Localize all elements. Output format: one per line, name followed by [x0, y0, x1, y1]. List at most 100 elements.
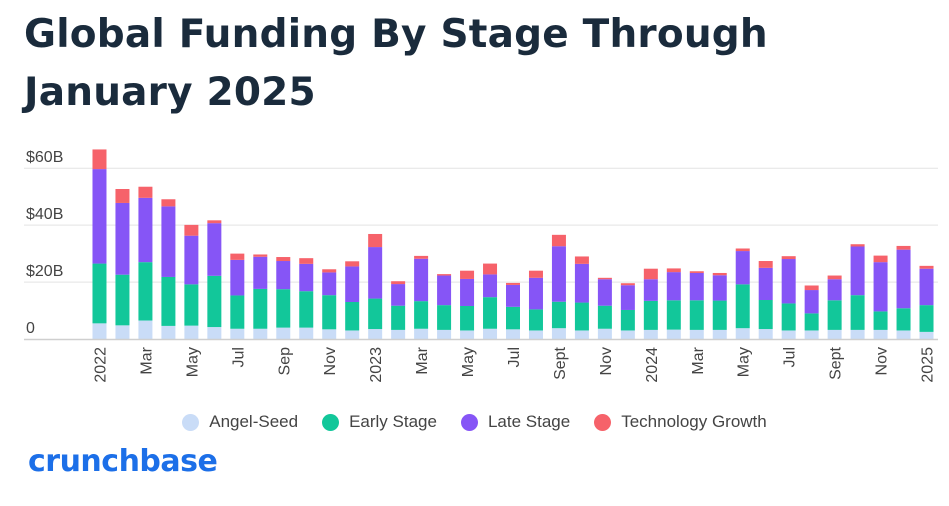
bar-segment-late-stage[interactable] [528, 277, 543, 310]
bar-segment-technology-growth[interactable] [712, 272, 727, 276]
bar-segment-early-stage[interactable] [873, 311, 888, 330]
bar-segment-early-stage[interactable] [253, 288, 268, 329]
bar-segment-early-stage[interactable] [597, 305, 612, 329]
bar-segment-angel-seed[interactable] [345, 330, 360, 339]
bar-segment-technology-growth[interactable] [138, 186, 153, 198]
bar-segment-early-stage[interactable] [528, 309, 543, 331]
bar-segment-late-stage[interactable] [804, 290, 819, 314]
bar-segment-angel-seed[interactable] [276, 327, 291, 339]
bar-segment-technology-growth[interactable] [666, 268, 681, 273]
bar-segment-angel-seed[interactable] [574, 330, 589, 339]
bar-segment-late-stage[interactable] [620, 285, 635, 310]
bar-segment-angel-seed[interactable] [322, 329, 337, 339]
bar-segment-late-stage[interactable] [253, 256, 268, 289]
bar-segment-late-stage[interactable] [735, 251, 750, 285]
bar-segment-late-stage[interactable] [850, 246, 865, 296]
bar-segment-technology-growth[interactable] [391, 281, 406, 285]
bar-segment-early-stage[interactable] [276, 289, 291, 328]
bar-segment-late-stage[interactable] [345, 266, 360, 302]
bar-segment-technology-growth[interactable] [115, 189, 130, 203]
bar-segment-early-stage[interactable] [735, 284, 750, 329]
bar-segment-late-stage[interactable] [230, 259, 245, 296]
bar-segment-angel-seed[interactable] [414, 328, 429, 339]
bar-segment-angel-seed[interactable] [597, 328, 612, 339]
bar-segment-angel-seed[interactable] [896, 330, 911, 339]
bar-segment-late-stage[interactable] [92, 169, 107, 264]
bar-segment-technology-growth[interactable] [735, 248, 750, 252]
bar-segment-early-stage[interactable] [138, 262, 153, 321]
bar-segment-early-stage[interactable] [620, 309, 635, 331]
bar-segment-early-stage[interactable] [781, 303, 796, 331]
bar-segment-angel-seed[interactable] [253, 328, 268, 339]
bar-segment-early-stage[interactable] [437, 305, 452, 330]
bar-segment-angel-seed[interactable] [804, 330, 819, 339]
bar-segment-angel-seed[interactable] [138, 320, 153, 340]
legend-item-early-stage[interactable]: Early Stage [322, 412, 437, 432]
bar-segment-early-stage[interactable] [506, 306, 520, 330]
bar-segment-technology-growth[interactable] [643, 268, 658, 280]
bar-segment-late-stage[interactable] [161, 206, 176, 277]
bar-segment-late-stage[interactable] [597, 279, 612, 306]
bar-segment-technology-growth[interactable] [804, 285, 819, 291]
bar-segment-angel-seed[interactable] [368, 329, 383, 339]
bar-segment-technology-growth[interactable] [506, 282, 520, 285]
bar-segment-late-stage[interactable] [506, 284, 520, 307]
bar-segment-early-stage[interactable] [299, 291, 314, 328]
bar-segment-early-stage[interactable] [184, 284, 199, 326]
bar-segment-early-stage[interactable] [391, 305, 406, 330]
bar-segment-early-stage[interactable] [207, 275, 222, 328]
bar-segment-technology-growth[interactable] [620, 283, 635, 286]
bar-segment-early-stage[interactable] [322, 295, 337, 330]
bar-segment-angel-seed[interactable] [528, 330, 543, 339]
bar-segment-angel-seed[interactable] [827, 329, 842, 339]
bar-segment-early-stage[interactable] [804, 313, 819, 331]
bar-segment-early-stage[interactable] [483, 297, 498, 329]
bar-segment-late-stage[interactable] [437, 275, 452, 306]
bar-segment-late-stage[interactable] [758, 267, 773, 301]
bar-segment-angel-seed[interactable] [207, 327, 222, 339]
bar-segment-angel-seed[interactable] [506, 329, 520, 339]
bar-segment-late-stage[interactable] [712, 275, 727, 301]
legend-item-angel-seed[interactable]: Angel-Seed [182, 412, 298, 432]
bar-segment-technology-growth[interactable] [483, 263, 498, 275]
bar-segment-late-stage[interactable] [689, 272, 704, 301]
bar-segment-technology-growth[interactable] [322, 269, 337, 273]
bar-segment-late-stage[interactable] [207, 223, 222, 276]
bar-segment-angel-seed[interactable] [299, 327, 314, 339]
bar-segment-technology-growth[interactable] [551, 234, 566, 247]
bar-segment-technology-growth[interactable] [437, 274, 452, 276]
bar-segment-late-stage[interactable] [919, 268, 934, 306]
bar-segment-early-stage[interactable] [689, 300, 704, 330]
bar-segment-angel-seed[interactable] [460, 330, 475, 339]
bar-segment-technology-growth[interactable] [230, 253, 245, 260]
bar-segment-early-stage[interactable] [460, 305, 475, 331]
bar-segment-early-stage[interactable] [551, 301, 566, 329]
bar-segment-angel-seed[interactable] [689, 329, 704, 339]
bar-segment-late-stage[interactable] [414, 258, 429, 302]
bar-segment-late-stage[interactable] [299, 263, 314, 292]
bar-segment-late-stage[interactable] [115, 202, 130, 275]
bar-segment-early-stage[interactable] [230, 295, 245, 329]
bar-segment-early-stage[interactable] [92, 263, 107, 324]
bar-segment-late-stage[interactable] [483, 274, 498, 298]
bar-segment-late-stage[interactable] [460, 278, 475, 306]
bar-segment-angel-seed[interactable] [781, 330, 796, 339]
bar-segment-technology-growth[interactable] [873, 255, 888, 263]
bar-segment-technology-growth[interactable] [184, 224, 199, 236]
bar-segment-technology-growth[interactable] [919, 265, 934, 269]
bar-segment-late-stage[interactable] [391, 284, 406, 306]
bar-segment-early-stage[interactable] [414, 301, 429, 329]
bar-segment-angel-seed[interactable] [735, 328, 750, 339]
bar-segment-late-stage[interactable] [643, 279, 658, 301]
bar-segment-early-stage[interactable] [574, 302, 589, 331]
bar-segment-technology-growth[interactable] [368, 233, 383, 248]
bar-segment-early-stage[interactable] [666, 300, 681, 330]
bar-segment-late-stage[interactable] [873, 262, 888, 312]
bar-segment-technology-growth[interactable] [597, 277, 612, 280]
bar-segment-early-stage[interactable] [161, 276, 176, 326]
bar-segment-late-stage[interactable] [551, 246, 566, 302]
bar-segment-angel-seed[interactable] [919, 331, 934, 339]
bar-segment-angel-seed[interactable] [184, 325, 199, 339]
bar-segment-technology-growth[interactable] [299, 258, 314, 264]
bar-segment-late-stage[interactable] [276, 261, 291, 290]
